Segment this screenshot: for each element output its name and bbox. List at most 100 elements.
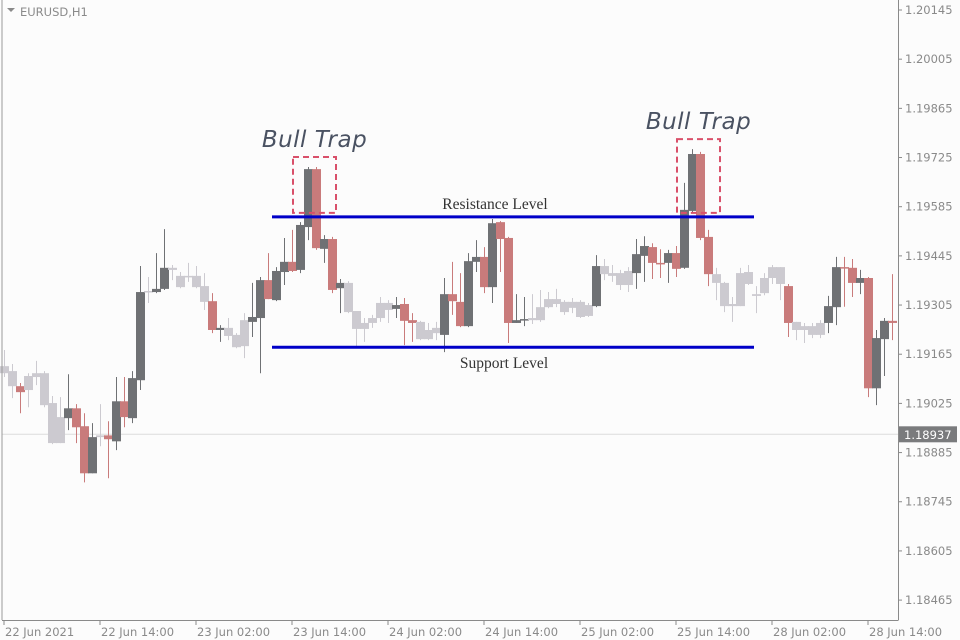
candle-body [456, 301, 465, 327]
candle [536, 289, 545, 322]
candle-body [528, 318, 537, 321]
candle-body [72, 408, 81, 428]
candle-body [336, 282, 345, 289]
candle-body [16, 386, 25, 393]
time-axis[interactable]: 22 Jun 2021 22 Jun 14:00 23 Jun 02:00 23 Ju… [3, 620, 942, 639]
candle-body [144, 290, 153, 293]
candle-body [744, 272, 753, 284]
candle [736, 267, 745, 307]
candle [256, 276, 265, 374]
candle [512, 294, 521, 323]
candle [472, 240, 481, 273]
candle [720, 281, 729, 313]
candle-body [688, 154, 697, 211]
price-tick-label: 1.19865 [905, 101, 953, 115]
price-axis[interactable]: 1.20145 1.20005 1.19865 1.19725 1.19585 1.194… [898, 3, 957, 607]
candle-body [304, 169, 313, 228]
candle [176, 272, 185, 289]
candle-body [416, 321, 425, 340]
candle [184, 262, 193, 282]
candle-body [368, 318, 377, 323]
candle-body [504, 237, 513, 323]
candle [824, 295, 833, 334]
candle-body [832, 267, 841, 308]
price-tick-label: 1.19165 [905, 347, 953, 361]
candle-body [384, 302, 393, 310]
candle-body [736, 273, 745, 307]
candle [640, 236, 649, 282]
candle [392, 296, 401, 319]
candle [560, 300, 569, 315]
current-price-badge [899, 426, 957, 443]
candle [0, 350, 9, 378]
candle [648, 243, 657, 280]
candle [48, 396, 57, 445]
candle [576, 300, 585, 319]
candle [776, 267, 785, 301]
candle [744, 265, 753, 286]
candle [616, 269, 625, 290]
candle-body [88, 437, 97, 474]
candle-body [208, 301, 217, 330]
candle-body [264, 280, 273, 300]
candle-body [472, 256, 481, 262]
candle [880, 318, 889, 376]
bull-trap-box [292, 156, 337, 214]
price-tick-label: 1.19585 [905, 200, 953, 214]
candle [856, 269, 865, 295]
candle-body [296, 224, 305, 270]
candle-body [176, 275, 185, 288]
candle-body [544, 299, 553, 308]
candle-body [552, 299, 561, 304]
candle [432, 321, 441, 341]
dropdown-triangle-icon[interactable] [7, 8, 15, 12]
candle-body [360, 322, 369, 329]
candle-body [824, 306, 833, 323]
candle [344, 281, 353, 314]
candle-body [312, 169, 321, 249]
candle-body [776, 267, 785, 284]
time-tick-label: 22 Jun 14:00 [101, 625, 174, 639]
candle [528, 294, 537, 325]
candle-body [592, 266, 601, 307]
candle [200, 273, 209, 310]
candle-body [760, 278, 769, 294]
candle [840, 256, 849, 307]
candle-body [256, 280, 265, 319]
candle-body [568, 301, 577, 308]
candle-body [280, 261, 289, 273]
candle [248, 282, 257, 338]
candle [40, 371, 49, 408]
candle-body [632, 254, 641, 274]
annotations: Resistance Level Support Level Bull Trap Bu… [262, 109, 754, 372]
candle [656, 249, 665, 279]
candle-body [0, 366, 9, 374]
candle [24, 373, 33, 408]
symbol-header[interactable]: EURUSD,H1 [7, 5, 88, 19]
candle-body [48, 403, 57, 444]
price-tick-label: 1.19025 [905, 396, 953, 410]
candle [160, 229, 169, 290]
candle [712, 267, 721, 301]
candle-body [640, 246, 649, 256]
candle-body [808, 326, 817, 335]
candle-body [656, 262, 665, 265]
candle [832, 256, 841, 326]
candle [112, 377, 121, 451]
candle [456, 273, 465, 328]
candle-body [800, 326, 809, 330]
candle [440, 278, 449, 353]
candle-body [56, 417, 65, 444]
candle-body [64, 408, 73, 419]
candle [416, 320, 425, 341]
candle-body [152, 288, 161, 293]
candle-body [792, 321, 801, 330]
candle-body [856, 278, 865, 283]
candle [280, 237, 289, 286]
candle [336, 279, 345, 314]
candle [120, 377, 129, 428]
candle-body [768, 267, 777, 279]
candle-body [32, 373, 41, 378]
candle-body [200, 286, 209, 302]
